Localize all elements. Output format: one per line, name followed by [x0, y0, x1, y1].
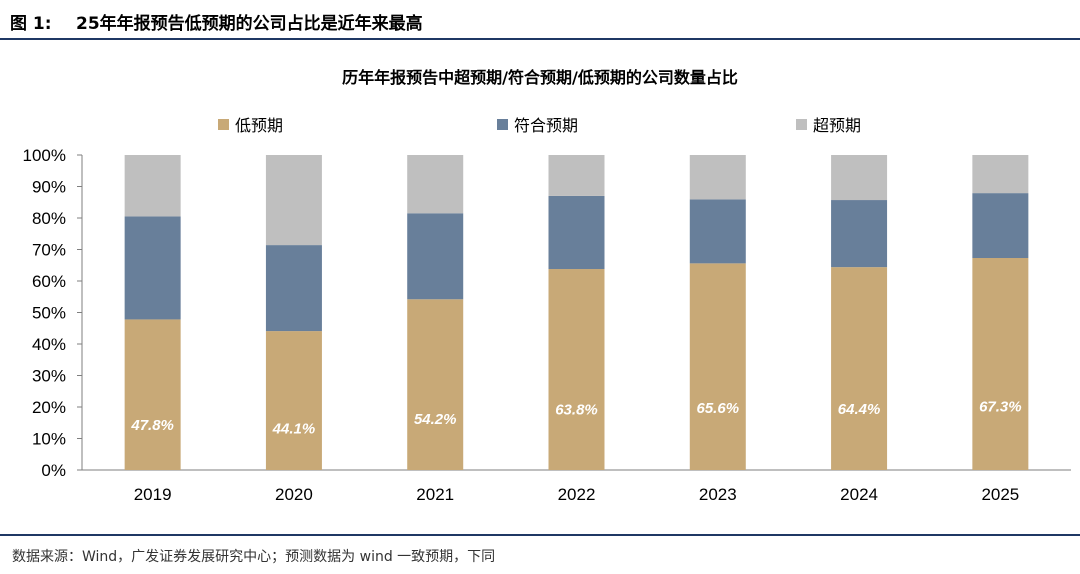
figure-footer: 数据来源：Wind，广发证券发展研究中心；预测数据为 wind 一致预期，下同 [0, 534, 1080, 574]
x-tick-label-2023: 2023 [699, 485, 737, 504]
bar-meet-2024 [831, 200, 888, 268]
legend-swatch-beat [796, 118, 807, 130]
x-tick-label-2024: 2024 [840, 485, 878, 504]
legend-swatch-meet [497, 118, 508, 130]
y-tick-label: 10% [32, 430, 66, 449]
bar-meet-2021 [407, 213, 464, 300]
data-label-2025: 67.3% [979, 398, 1022, 415]
bar-meet-2025 [972, 193, 1029, 259]
x-tick-label-2021: 2021 [416, 485, 454, 504]
x-tick-label-2022: 2022 [558, 485, 596, 504]
bar-low-2019 [124, 319, 181, 470]
legend-label-low: 低预期 [235, 116, 284, 135]
legend-item-beat: 超预期 [796, 112, 861, 136]
figure-label: 图 1: [10, 14, 52, 34]
y-tick-label: 20% [32, 398, 66, 417]
data-label-2021: 54.2% [414, 411, 457, 428]
y-tick-label: 0% [41, 461, 66, 480]
stacked-bar-chart: 0% 10% 20% 30% 40% 50% 60% 70% 80% 90% 100% 47.8% 20… [23, 146, 1071, 504]
data-label-2022: 63.8% [555, 402, 598, 419]
y-tick-label: 80% [32, 209, 66, 228]
chart-title: 历年年报预告中超预期/符合预期/低预期的公司数量占比 [342, 68, 738, 87]
legend-item-low: 低预期 [218, 112, 283, 136]
legend-item-meet: 符合预期 [497, 112, 578, 136]
data-label-2023: 65.6% [697, 400, 740, 417]
data-label-2019: 47.8% [130, 417, 174, 434]
bar-beat-2020 [265, 155, 322, 246]
data-source-note: 数据来源：Wind，广发证券发展研究中心；预测数据为 wind 一致预期，下同 [12, 549, 496, 565]
bar-meet-2019 [124, 216, 181, 320]
data-label-2020: 44.1% [272, 420, 316, 437]
bar-meet-2020 [265, 245, 322, 332]
x-tick-label-2020: 2020 [275, 485, 313, 504]
bar-beat-2019 [124, 155, 181, 217]
y-tick-label: 50% [32, 304, 66, 323]
bar-low-2024 [831, 267, 888, 470]
bar-beat-2024 [831, 155, 888, 201]
bar-meet-2023 [689, 199, 746, 264]
y-tick-label: 70% [32, 241, 66, 260]
legend-label-meet: 符合预期 [514, 116, 579, 135]
data-label-2024: 64.4% [838, 401, 881, 418]
legend-label-beat: 超预期 [813, 116, 862, 135]
bar-low-2023 [689, 263, 746, 470]
y-tick-label: 40% [32, 335, 66, 354]
bar-low-2021 [407, 299, 464, 470]
bar-low-2025 [972, 258, 1029, 470]
bar-low-2020 [265, 331, 322, 470]
bar-beat-2023 [689, 155, 746, 200]
bar-beat-2022 [548, 155, 605, 196]
x-tick-label-2019: 2019 [134, 485, 172, 504]
bar-meet-2022 [548, 195, 605, 270]
bar-beat-2021 [407, 155, 464, 214]
x-tick-label-2025: 2025 [981, 485, 1019, 504]
legend-swatch-low [218, 118, 229, 130]
bar-low-2022 [548, 269, 605, 470]
y-tick-label: 60% [32, 272, 66, 291]
y-tick-label: 30% [32, 367, 66, 386]
chart-area: 历年年报预告中超预期/符合预期/低预期的公司数量占比 低预期 符合预期 超预期 … [0, 40, 1080, 534]
figure-header: 图 1: 25年年报预告低预期的公司占比是近年来最高 [0, 0, 1080, 40]
figure-title: 25年年报预告低预期的公司占比是近年来最高 [76, 14, 423, 34]
y-tick-label: 100% [23, 146, 66, 165]
y-tick-label: 90% [32, 178, 66, 197]
bar-beat-2025 [972, 155, 1029, 194]
